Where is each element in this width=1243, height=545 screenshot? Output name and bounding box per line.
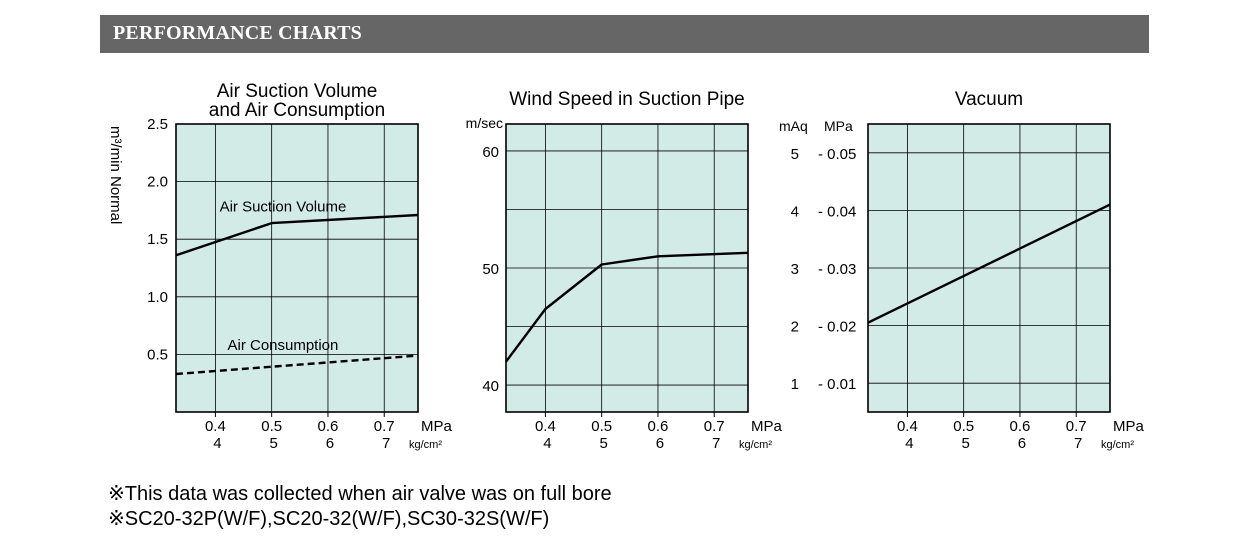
y-unit-label: mAq <box>779 118 808 134</box>
y-tick-label: 2.0 <box>147 174 168 191</box>
chart-wind-speed: Wind Speed in Suction Pipe 0.44 0.55 0.66 0.… <box>466 89 783 452</box>
y-tick-label-secondary: - 0.04 <box>818 203 856 220</box>
y-tick-label-secondary: - 0.01 <box>818 376 856 393</box>
series-annotation: Air Suction Volume <box>220 199 347 216</box>
x-tick-label: 0.6 <box>318 418 339 435</box>
y-tick-label: 2.5 <box>147 116 168 133</box>
x-tick-label-secondary: 5 <box>600 435 608 452</box>
x-tick-label: 0.7 <box>704 418 725 435</box>
notes: ※This data was collected when air valve … <box>108 482 612 532</box>
section-title: PERFORMANCE CHARTS <box>113 22 363 44</box>
note-full-bore: ※This data was collected when air valve … <box>108 483 612 505</box>
y-tick-label: 2 <box>791 319 799 336</box>
x-tick-label-secondary: 6 <box>1018 435 1026 452</box>
plot-area <box>176 124 418 412</box>
x-tick-label-secondary: 4 <box>213 435 221 452</box>
series-line-1 <box>175 354 419 376</box>
x-tick-label-secondary: 7 <box>1074 435 1082 452</box>
x-tick-label-secondary: 4 <box>905 435 913 452</box>
x-tick-label-secondary: 6 <box>656 435 664 452</box>
y-tick-label-secondary: - 0.05 <box>818 146 856 163</box>
x-tick-label: 0.4 <box>205 418 226 435</box>
x-unit-label: MPa <box>421 418 453 435</box>
x-tick-label-secondary: 5 <box>962 435 970 452</box>
x-unit-label-secondary: kg/cm² <box>1101 439 1134 451</box>
y-unit-label: m/sec <box>466 115 503 131</box>
plot-border <box>175 123 419 413</box>
y-tick-label: 4 <box>791 203 799 220</box>
x-tick-label-secondary: 7 <box>712 435 720 452</box>
y-tick-label: 0.5 <box>147 346 168 363</box>
y-tick-label-secondary: - 0.02 <box>818 319 856 336</box>
note-models: ※SC20-32P(W/F),SC20-32(W/F),SC30-32S(W/F… <box>108 508 550 530</box>
x-tick-label-secondary: 5 <box>270 435 278 452</box>
y-tick-label: 1.0 <box>147 289 168 306</box>
x-unit-label-secondary: kg/cm² <box>739 439 772 451</box>
series-line-0 <box>505 251 749 363</box>
x-unit-label: MPa <box>751 418 783 435</box>
series-annotation: Air Consumption <box>227 337 338 354</box>
x-tick-label: 0.5 <box>261 418 282 435</box>
y-tick-label: 1.5 <box>147 231 168 248</box>
x-tick-label: 0.6 <box>648 418 669 435</box>
y-tick-label: 3 <box>791 261 799 278</box>
x-tick-label: 0.5 <box>591 418 612 435</box>
chart-title: Wind Speed in Suction Pipe <box>509 89 745 110</box>
x-tick-label: 0.4 <box>897 418 918 435</box>
y-tick-label: 60 <box>482 144 499 161</box>
x-unit-label-secondary: kg/cm² <box>409 439 442 451</box>
x-tick-label: 0.5 <box>953 418 974 435</box>
chart-title: and Air Consumption <box>209 100 385 121</box>
x-tick-label: 0.7 <box>374 418 395 435</box>
x-tick-label: 0.7 <box>1066 418 1087 435</box>
y-unit-label-secondary: MPa <box>824 118 853 134</box>
series-line-0 <box>867 203 1111 324</box>
x-tick-label: 0.6 <box>1010 418 1031 435</box>
y-tick-label: 50 <box>482 261 499 278</box>
series-line-0 <box>175 213 419 257</box>
plot-border <box>867 123 1111 413</box>
chart-title: Air Suction Volume <box>217 81 378 102</box>
x-tick-label-secondary: 4 <box>543 435 551 452</box>
y-tick-label: 1 <box>791 376 799 393</box>
x-tick-label-secondary: 6 <box>326 435 334 452</box>
chart-title: Vacuum <box>955 89 1023 110</box>
section-header: PERFORMANCE CHARTS <box>100 15 1149 53</box>
x-tick-label: 0.4 <box>535 418 556 435</box>
x-tick-label-secondary: 7 <box>382 435 390 452</box>
y-axis-label: m³/min Normal <box>107 126 124 224</box>
y-tick-label: 5 <box>791 146 799 163</box>
y-tick-label-secondary: - 0.03 <box>818 261 856 278</box>
y-tick-label: 40 <box>482 378 499 395</box>
plot-border <box>505 123 749 413</box>
x-unit-label: MPa <box>1113 418 1145 435</box>
